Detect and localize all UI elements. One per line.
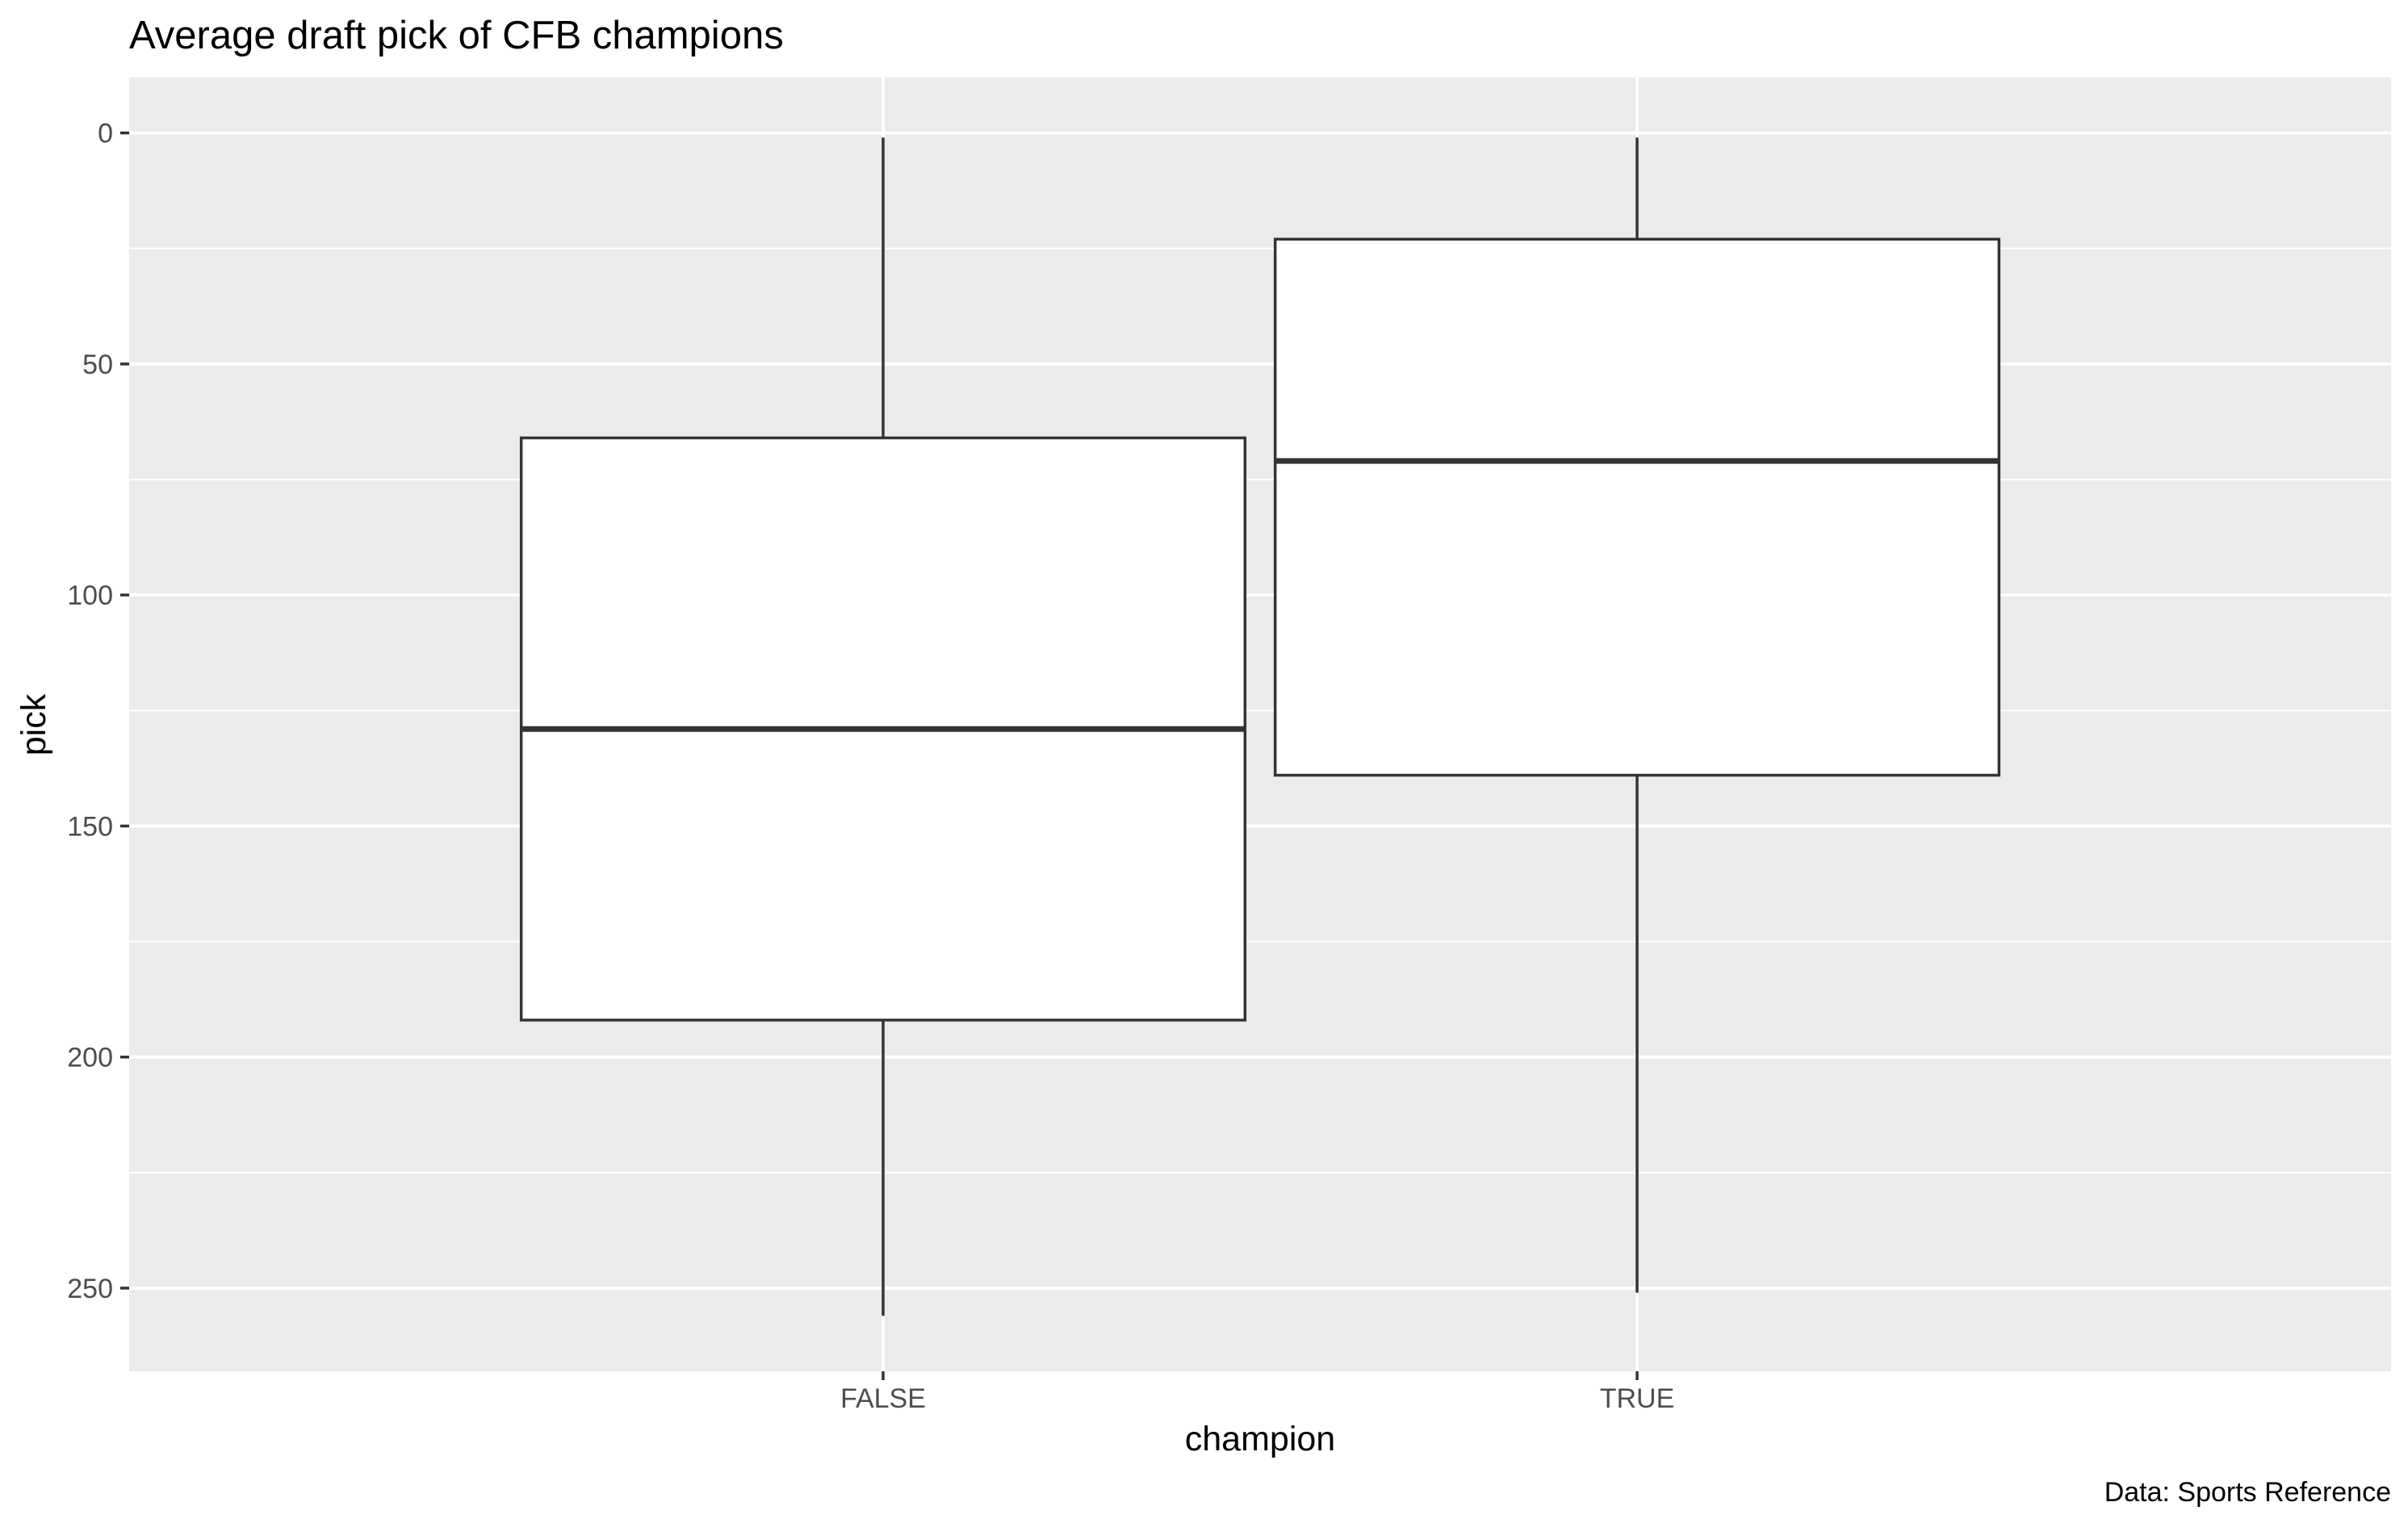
- y-tick-label: 100: [67, 580, 113, 611]
- y-axis-title: pick: [15, 693, 53, 755]
- x-axis-title: champion: [1185, 1420, 1335, 1458]
- x-tick-label: TRUE: [1600, 1383, 1675, 1414]
- y-tick-label: 0: [98, 119, 113, 149]
- chart-title: Average draft pick of CFB champions: [129, 14, 784, 57]
- x-tick-label: FALSE: [840, 1383, 926, 1414]
- y-tick-label: 150: [67, 811, 113, 842]
- boxes: [519, 137, 2001, 1316]
- grid-minor: [129, 247, 2391, 1174]
- y-tick-label: 50: [82, 349, 113, 380]
- y-tick-label: 200: [67, 1043, 113, 1073]
- box-true: [1273, 237, 2001, 777]
- y-tick-label: 250: [67, 1274, 113, 1304]
- caption: Data: Sports Reference: [2104, 1477, 2391, 1508]
- plot-panel: [129, 77, 2391, 1371]
- x-axis: FALSE TRUE: [840, 1371, 1674, 1414]
- y-axis: 0 50 100 150 200 250: [67, 119, 129, 1304]
